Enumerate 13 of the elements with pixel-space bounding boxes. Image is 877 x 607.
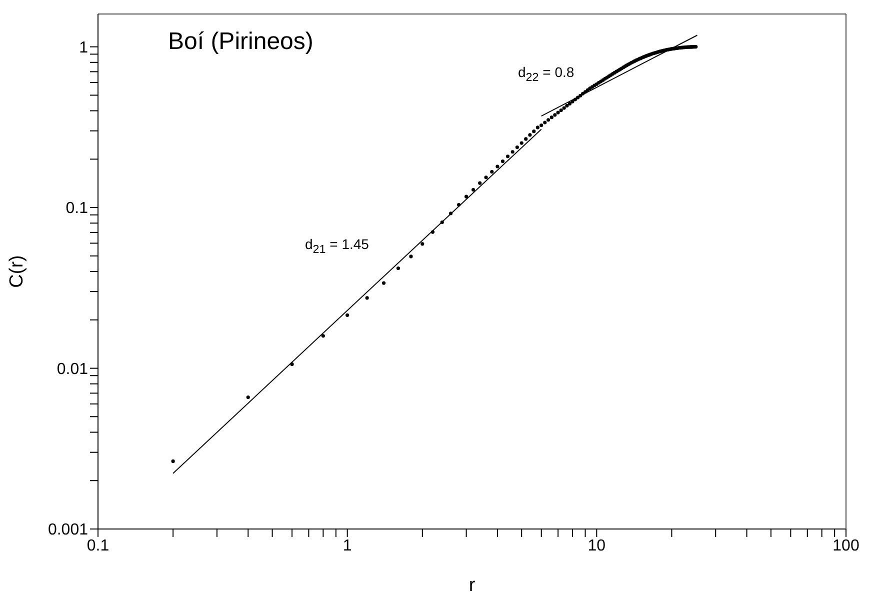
annotation: d$_{22}$ = 0.8 [518, 64, 574, 84]
x-axis-title: r [468, 575, 476, 596]
x-tick-label: 0.1 [86, 537, 110, 554]
y-axis-title: C(r) [6, 255, 28, 288]
annotation: d$_{21}$ = 1.45 [305, 236, 369, 256]
y-tick-label: 1 [79, 39, 88, 56]
x-tick-label: 1 [342, 537, 352, 554]
text: Boí (Pirineos) [168, 28, 314, 56]
x-tick-label: 100 [832, 537, 860, 554]
y-tick-label: 0.01 [56, 360, 88, 378]
y-tick-label: 0.1 [66, 200, 88, 218]
y-tick-label: 0.001 [48, 522, 88, 539]
x-tick-label: 10 [588, 537, 606, 554]
